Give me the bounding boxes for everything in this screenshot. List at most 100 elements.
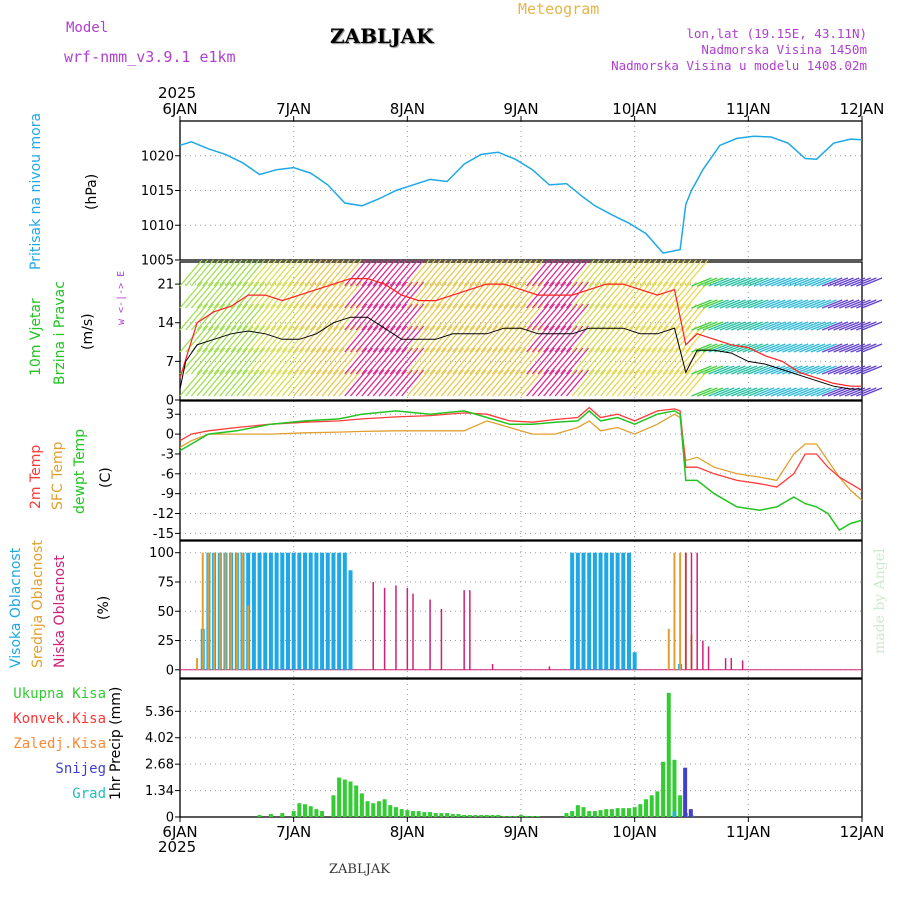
wind-barb bbox=[799, 277, 820, 287]
wind-barb bbox=[401, 369, 425, 397]
wind-barb bbox=[725, 387, 746, 397]
wind-barb bbox=[639, 325, 663, 353]
x-tick-label-top: 6JAN bbox=[162, 100, 197, 118]
wind-barb bbox=[770, 343, 792, 353]
wind-barb bbox=[634, 259, 658, 287]
wind-barb bbox=[702, 321, 724, 331]
precip-legend-snow: Snijeg bbox=[55, 761, 106, 777]
wind-barb bbox=[565, 325, 589, 353]
wind-barb bbox=[264, 347, 288, 375]
wind-barb bbox=[469, 325, 493, 353]
precip-bar bbox=[433, 813, 438, 817]
wind-barb bbox=[367, 369, 391, 397]
wind-barb bbox=[486, 259, 510, 287]
wind-barb bbox=[844, 321, 866, 331]
wind-barb bbox=[748, 277, 769, 287]
cloud-bar bbox=[429, 599, 431, 670]
wind-barb bbox=[486, 325, 510, 353]
precip-bar bbox=[507, 816, 512, 817]
wind-barb bbox=[668, 347, 692, 375]
wind-barb bbox=[384, 325, 408, 353]
wind-barb bbox=[179, 325, 203, 353]
precip-bar bbox=[581, 807, 586, 817]
wind-barb bbox=[236, 259, 260, 287]
wind-barb bbox=[492, 303, 516, 331]
cloud-bar bbox=[469, 590, 471, 670]
y-tick-label: -15 bbox=[153, 527, 174, 542]
wind-barb bbox=[537, 303, 561, 331]
wind-barb bbox=[571, 369, 595, 397]
wind-barb bbox=[219, 259, 243, 287]
wind-barb bbox=[446, 325, 470, 353]
y-tick-label: 7 bbox=[166, 355, 174, 370]
wind-barb bbox=[645, 259, 669, 287]
wind-barb bbox=[804, 299, 826, 309]
wind-barb bbox=[685, 369, 709, 397]
cloud-bar bbox=[575, 552, 580, 670]
wind-barb bbox=[617, 259, 641, 287]
wind-barb bbox=[503, 369, 527, 397]
wind-barb bbox=[264, 281, 288, 309]
wind-barb bbox=[304, 281, 328, 309]
wind-barb bbox=[702, 365, 724, 375]
wind-barb bbox=[259, 347, 283, 375]
wind-barb bbox=[673, 325, 697, 353]
wind-barb bbox=[332, 325, 356, 353]
wind-barb bbox=[839, 277, 860, 287]
wind-barb bbox=[787, 277, 809, 287]
lonlat-label: lon,lat (19.15E, 43.11N) bbox=[686, 26, 867, 41]
wind-barb bbox=[469, 369, 493, 397]
wind-barb bbox=[332, 259, 356, 287]
wind-barb bbox=[264, 369, 288, 397]
wind-barb bbox=[276, 259, 300, 287]
watermark: made by Angel bbox=[872, 548, 888, 655]
wind-barb bbox=[287, 303, 311, 331]
wind-barb bbox=[628, 369, 652, 397]
wind-barb bbox=[372, 325, 396, 353]
wind-barb bbox=[378, 303, 402, 331]
y-tick-label: 0 bbox=[166, 811, 174, 826]
wind-barb bbox=[281, 281, 305, 309]
x-tick-label-top: 8JAN bbox=[390, 100, 425, 118]
wind-barb bbox=[611, 369, 635, 397]
wind-barb bbox=[776, 343, 797, 353]
wind-barb bbox=[588, 281, 612, 309]
wind-label-1: 10m Vjetar bbox=[28, 298, 44, 376]
x-tick-label-bottom: 12JAN bbox=[840, 823, 885, 841]
wind-barb bbox=[207, 303, 231, 331]
wind-barb bbox=[645, 325, 669, 353]
y-tick-label: -6 bbox=[161, 467, 174, 482]
wind-barb bbox=[537, 369, 561, 397]
wind-barb bbox=[600, 259, 624, 287]
wind-barb bbox=[350, 281, 373, 309]
wind-barb bbox=[685, 347, 709, 375]
cloud-bar bbox=[741, 660, 744, 670]
wind-barb bbox=[833, 365, 854, 375]
cloud-bar bbox=[621, 552, 626, 670]
wind-barb bbox=[816, 343, 837, 353]
wind-barb bbox=[804, 321, 826, 331]
wind-barb bbox=[304, 325, 328, 353]
wind-barb bbox=[827, 321, 849, 331]
wind-barb bbox=[765, 343, 786, 353]
wind-barb bbox=[520, 369, 544, 397]
wind-barb bbox=[628, 347, 652, 375]
wind-barb bbox=[401, 303, 425, 331]
wind-barb bbox=[571, 347, 595, 375]
wind-barb bbox=[446, 281, 470, 309]
wind-barb bbox=[708, 387, 729, 397]
wind-barb bbox=[748, 321, 769, 331]
wind-barb bbox=[759, 299, 780, 309]
wind-barb bbox=[423, 369, 447, 397]
wind-barb bbox=[543, 369, 567, 397]
wind-barb bbox=[219, 303, 243, 331]
wind-barb bbox=[844, 277, 866, 287]
wind-barb bbox=[668, 281, 692, 309]
y-tick-label: 14 bbox=[157, 316, 174, 331]
cloud-bar bbox=[224, 552, 227, 670]
wind-barb bbox=[731, 387, 752, 397]
wind-barb bbox=[463, 325, 487, 353]
wind-barb bbox=[713, 321, 735, 331]
wind-barb bbox=[276, 347, 300, 375]
cloud-bar bbox=[730, 658, 733, 670]
